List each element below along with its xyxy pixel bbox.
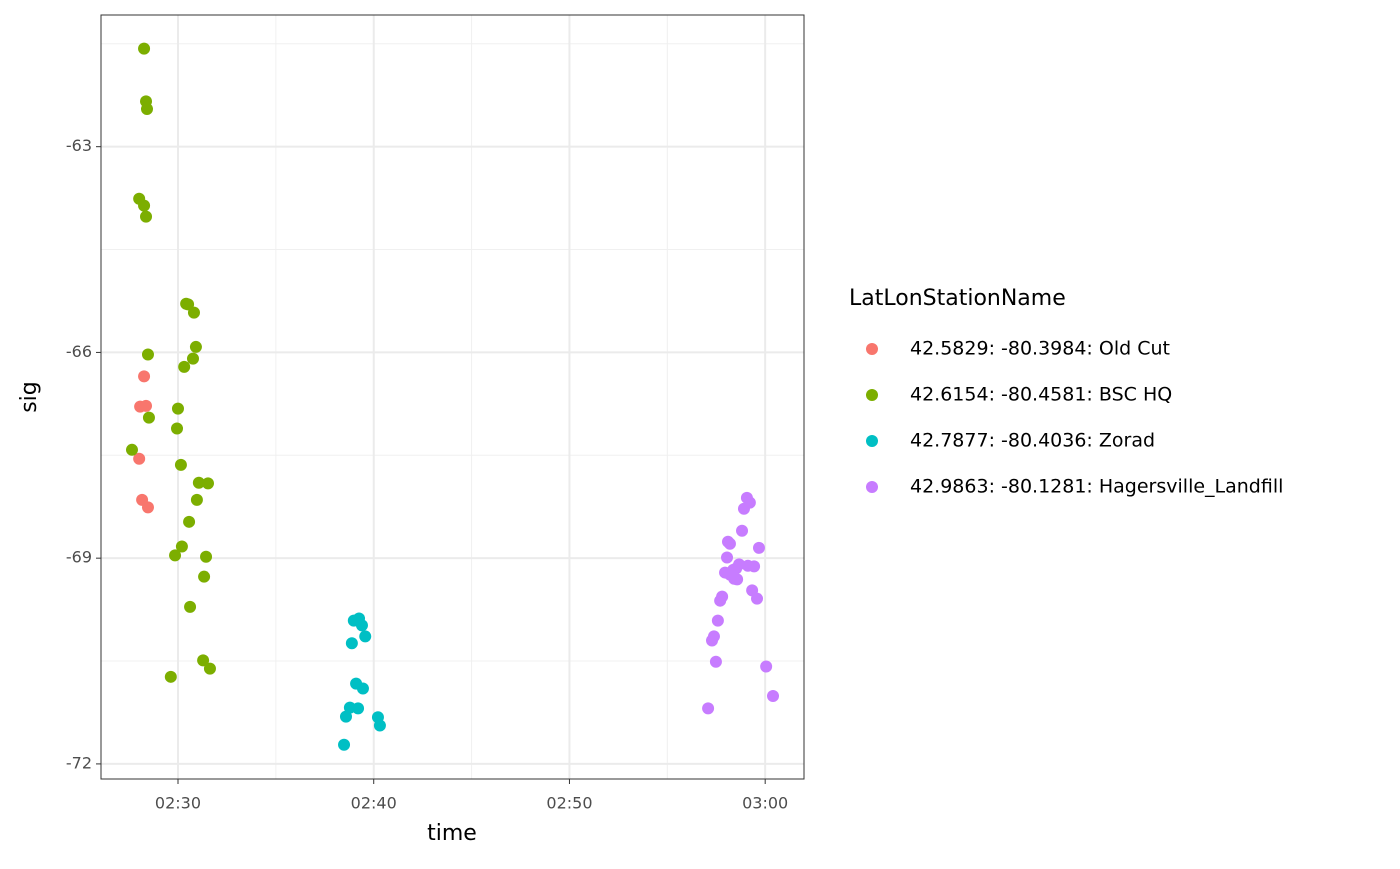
point [189, 340, 202, 353]
point [169, 549, 182, 562]
legend-key [866, 435, 878, 447]
point [171, 402, 184, 415]
point [203, 662, 216, 675]
point [186, 352, 199, 365]
point [373, 719, 386, 732]
point [174, 458, 187, 471]
point [760, 660, 773, 673]
point [178, 360, 191, 373]
legend-key [866, 343, 878, 355]
point [198, 570, 211, 583]
point [197, 654, 210, 667]
point [714, 594, 727, 607]
point [164, 670, 177, 683]
point [767, 690, 780, 703]
legend-title: LatLonStationName [849, 286, 1066, 311]
point [140, 399, 153, 412]
point [345, 637, 358, 650]
y-axis-title: sig [17, 381, 42, 413]
point [359, 630, 372, 643]
point [731, 573, 744, 586]
point [171, 422, 184, 435]
point [355, 619, 368, 632]
point [356, 682, 369, 695]
point [183, 515, 196, 528]
point [748, 560, 761, 573]
point [751, 592, 764, 605]
point [125, 443, 138, 456]
point [338, 738, 351, 751]
y-tick-label: -63 [66, 136, 92, 155]
point [142, 411, 155, 424]
point [352, 702, 365, 715]
point [140, 102, 153, 115]
point [723, 537, 736, 550]
point [192, 476, 205, 489]
x-tick-label: 03:00 [742, 794, 788, 813]
legend-label: 42.5829: -80.3984: Old Cut [910, 338, 1170, 360]
x-tick-label: 02:30 [155, 794, 201, 813]
point [138, 42, 151, 55]
y-tick-label: -69 [66, 548, 92, 567]
legend-key [866, 481, 878, 493]
x-tick-label: 02:40 [351, 794, 397, 813]
legend-label: 42.9863: -80.1281: Hagersville_Landfill [910, 476, 1283, 498]
point [752, 541, 765, 554]
x-axis-title: time [427, 821, 477, 846]
point [201, 477, 214, 490]
panel-border [100, 14, 805, 780]
point [721, 551, 734, 564]
point [141, 501, 154, 514]
point [138, 199, 151, 212]
point [711, 614, 724, 627]
legend-key [866, 389, 878, 401]
y-tick-label: -72 [66, 753, 92, 772]
point [184, 600, 197, 613]
point [702, 702, 715, 715]
point [175, 540, 188, 553]
point [138, 370, 151, 383]
y-tick-label: -66 [66, 342, 92, 361]
point [141, 348, 154, 361]
point [190, 493, 203, 506]
point [736, 524, 749, 537]
x-tick-label: 02:50 [546, 794, 592, 813]
point [709, 655, 722, 668]
plot-layer [101, 15, 804, 779]
point [140, 210, 153, 223]
point [133, 452, 146, 465]
legend-label: 42.7877: -80.4036: Zorad [910, 430, 1155, 452]
point [200, 550, 213, 563]
point [737, 502, 750, 515]
point [339, 710, 352, 723]
point [187, 306, 200, 319]
point [706, 634, 719, 647]
legend-label: 42.6154: -80.4581: BSC HQ [910, 384, 1172, 406]
